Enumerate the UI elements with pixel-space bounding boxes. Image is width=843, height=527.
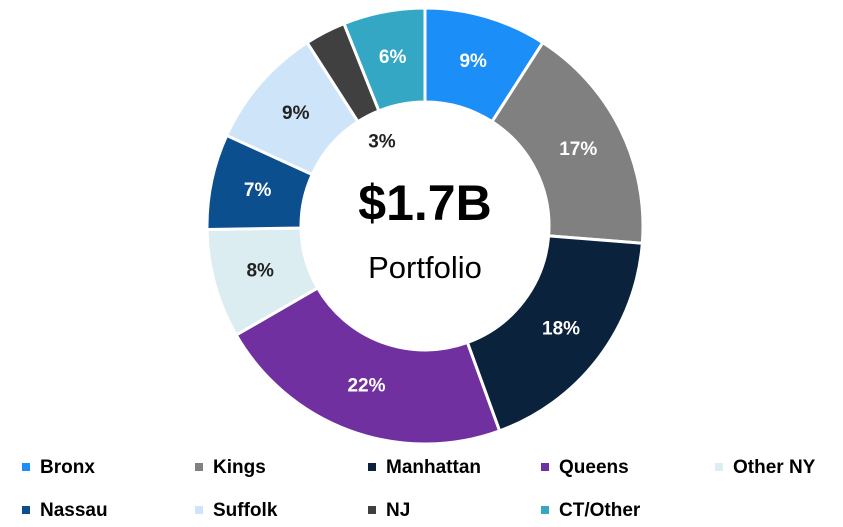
donut-slice bbox=[489, 40, 645, 245]
donut-slice bbox=[465, 234, 644, 433]
legend-label: CT/Other bbox=[559, 500, 641, 521]
donut-slice bbox=[234, 285, 502, 446]
legend-swatch bbox=[195, 463, 203, 471]
legend-label: Other NY bbox=[733, 457, 816, 478]
legend-swatch bbox=[22, 463, 30, 471]
legend-swatch bbox=[195, 506, 203, 514]
legend-swatch bbox=[22, 506, 30, 514]
legend-label: Manhattan bbox=[386, 457, 481, 478]
slice-label: 3% bbox=[368, 131, 396, 152]
slice-label: 7% bbox=[244, 180, 272, 201]
legend-swatch bbox=[541, 506, 549, 514]
slice-label: 22% bbox=[347, 376, 385, 397]
legend-label: Suffolk bbox=[213, 500, 278, 521]
slice-label: 9% bbox=[282, 103, 310, 124]
legend-swatch bbox=[368, 463, 376, 471]
legend-swatch bbox=[541, 463, 549, 471]
donut-slice bbox=[342, 6, 427, 113]
slice-label: 6% bbox=[379, 47, 407, 68]
legend-label: NJ bbox=[386, 500, 410, 521]
legend-swatch bbox=[368, 506, 376, 514]
slice-label: 9% bbox=[459, 51, 487, 72]
legend-label: Bronx bbox=[40, 457, 95, 478]
center-subtitle: Portfolio bbox=[368, 250, 482, 285]
slice-label: 18% bbox=[542, 319, 580, 340]
legend-label: Queens bbox=[559, 457, 629, 478]
center-title: $1.7B bbox=[358, 175, 491, 231]
legend-label: Kings bbox=[213, 457, 266, 478]
legend-swatch bbox=[715, 463, 723, 471]
slice-label: 8% bbox=[246, 261, 274, 282]
legend-label: Nassau bbox=[40, 500, 108, 521]
slice-label: 17% bbox=[559, 139, 597, 160]
